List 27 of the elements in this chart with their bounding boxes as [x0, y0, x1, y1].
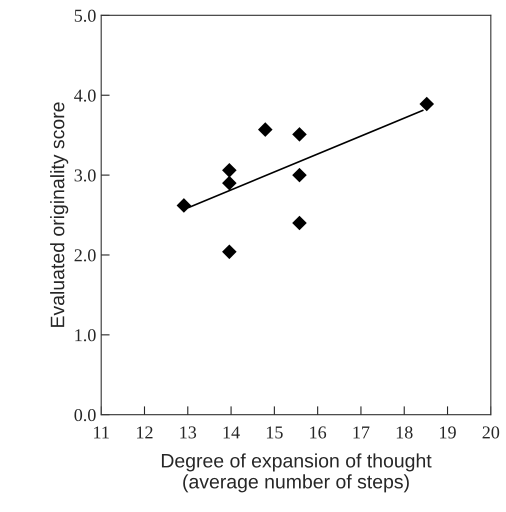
x-tick-label: 14 [224, 426, 240, 438]
point [258, 122, 273, 137]
y-tick-label: 5.0 [74, 10, 96, 22]
point [176, 198, 192, 213]
point [222, 163, 237, 178]
point [292, 168, 307, 182]
point [419, 96, 434, 112]
y-tick-label: 3.0 [74, 169, 96, 182]
x-tick-label: 13 [180, 426, 196, 439]
x-tick-label: 16 [310, 426, 326, 439]
y-tick-label: 2.0 [74, 249, 96, 262]
x-tick-label: 18 [396, 426, 413, 439]
point [292, 127, 307, 142]
x-tick-label: 20 [482, 426, 500, 439]
x-tick-label: 15 [266, 426, 283, 439]
x-tick-label: 11 [94, 426, 109, 438]
y-tick-label: 4.0 [74, 89, 96, 102]
x-tick-label: 19 [440, 426, 456, 439]
point [222, 176, 237, 190]
y-axis-title: Evaluated originality score [50, 102, 68, 327]
x-axis-title: Degree of expansion of thought (average number of steps) [162, 453, 432, 492]
x-tick-label: 17 [354, 426, 370, 438]
y-tick-label: 0.0 [74, 408, 96, 422]
y-tick-label: 1.0 [75, 329, 96, 342]
x-tick-label: 12 [137, 426, 153, 438]
point [292, 216, 307, 230]
point [222, 244, 237, 260]
